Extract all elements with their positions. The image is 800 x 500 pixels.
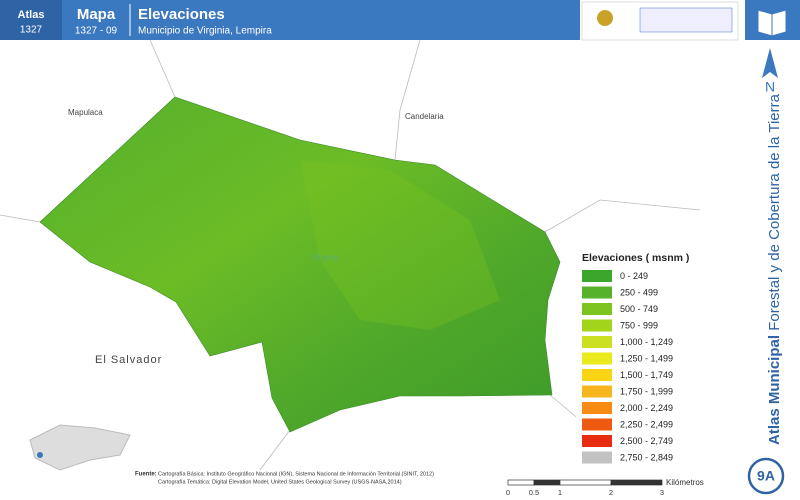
legend-label: 2,500 - 2,749 <box>620 436 673 446</box>
scale-tick-label: 3 <box>660 488 664 497</box>
source-label: Fuente: <box>135 472 157 478</box>
code-badge <box>747 457 785 495</box>
scale-segment <box>610 479 663 486</box>
atlas-label: Atlas <box>18 9 45 21</box>
place-label: Candelaria <box>405 112 444 121</box>
legend-swatch <box>582 336 612 348</box>
scale-segment <box>507 479 535 486</box>
scale-tick-label: 0 <box>506 488 510 497</box>
legend: Elevaciones ( msnm ) 0 - 249 250 - 499 500… <box>576 247 710 475</box>
scale-segment <box>533 479 561 486</box>
legend-swatch <box>582 319 612 332</box>
legend-swatch <box>582 402 612 414</box>
logo-institute <box>639 7 733 33</box>
legend-swatch <box>582 385 612 398</box>
source-line: Cartografía Básica: Instituto Geográfico… <box>158 471 434 477</box>
map-label: Mapa <box>77 6 116 23</box>
logo-emblem <box>597 10 613 26</box>
map-number: 1327 - 09 <box>75 26 118 37</box>
legend-swatch <box>582 369 612 381</box>
place-label: Virginia <box>312 253 339 262</box>
terrain-highland <box>300 160 500 330</box>
place-label: El Salvador <box>95 354 162 366</box>
scale-segment <box>559 479 612 486</box>
scale-tick-label: 1 <box>558 488 562 497</box>
source-line: Cartografía Temática: Digital Elevation … <box>158 479 402 485</box>
municipality-elevation <box>39 96 561 433</box>
legend-label: 1,750 - 1,999 <box>620 386 673 396</box>
legend-label: 0 - 249 <box>620 271 648 281</box>
code-label: 9A <box>757 468 775 484</box>
map-title: Elevaciones <box>138 6 225 23</box>
legend-title: Elevaciones ( msnm ) <box>582 252 689 264</box>
legend-label: 500 - 749 <box>620 304 658 314</box>
legend-label: 2,000 - 2,249 <box>620 403 673 413</box>
scale-unit: Kilómetros <box>666 478 704 487</box>
inset-location <box>37 452 43 458</box>
legend-label: 2,750 - 2,849 <box>620 452 673 462</box>
scale-tick-label: 2 <box>609 488 613 497</box>
legend-label: 2,250 - 2,499 <box>620 419 673 429</box>
inset-map <box>29 424 131 471</box>
book-icon <box>757 9 787 37</box>
legend-label: 750 - 999 <box>620 320 658 330</box>
header-bar <box>0 0 580 40</box>
legend-label: 1,250 - 1,499 <box>620 353 673 363</box>
north-label: N <box>765 79 775 95</box>
legend-label: 250 - 499 <box>620 287 658 297</box>
legend-swatch <box>582 270 612 282</box>
legend-swatch <box>582 451 612 464</box>
map-subtitle: Municipio de Virginia, Lempira <box>138 26 272 37</box>
legend-swatch <box>582 303 612 315</box>
legend-swatch <box>582 418 612 431</box>
atlas-title-bold: Atlas Municipal <box>766 335 783 445</box>
atlas-title: Atlas Municipal Forestal y de Cobertura … <box>766 93 783 445</box>
atlas-box <box>0 0 62 40</box>
scale-tick-label: 0.5 <box>529 488 539 497</box>
legend-label: 1,000 - 1,249 <box>620 337 673 347</box>
legend-swatch <box>582 286 612 299</box>
atlas-number: 1327 <box>20 25 43 36</box>
legend-swatch <box>582 435 612 447</box>
legend-label: 1,500 - 1,749 <box>620 370 673 380</box>
legend-swatch <box>582 352 612 365</box>
place-label: Mapulaca <box>68 108 103 117</box>
north-arrow <box>762 48 778 78</box>
scale-bar: Kilómetros 0 0.5 1 2 3 <box>506 478 704 497</box>
atlas-title-rest: Forestal y de Cobertura de la Tierra <box>766 93 783 330</box>
